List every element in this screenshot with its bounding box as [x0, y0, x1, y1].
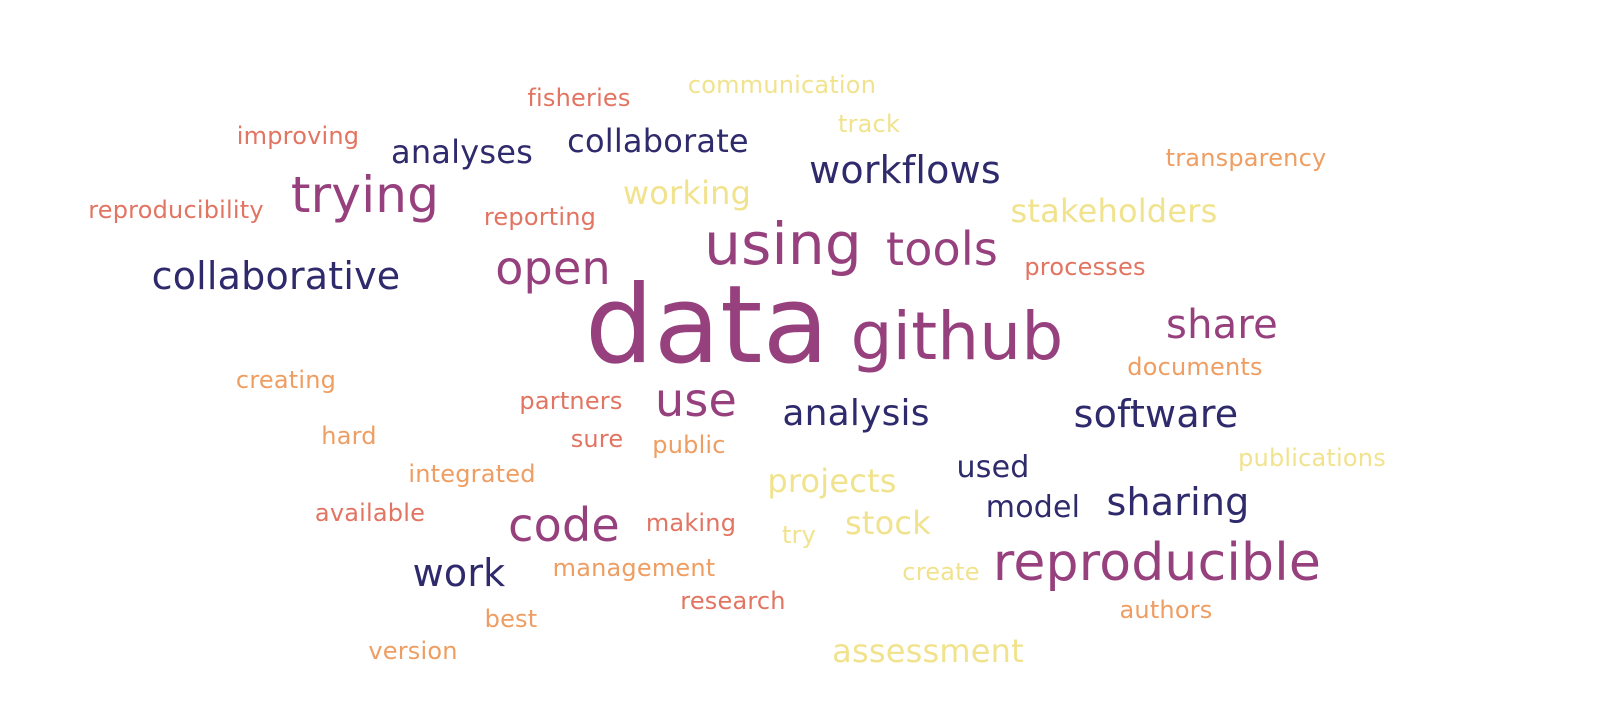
word-public: public	[652, 431, 726, 459]
word-trying: trying	[290, 166, 440, 224]
word-using: using	[704, 210, 862, 278]
word-share: share	[1166, 302, 1278, 348]
word-management: management	[552, 554, 716, 582]
word-transparency: transparency	[1165, 144, 1327, 172]
word-making: making	[645, 509, 737, 537]
word-create: create	[902, 558, 980, 586]
word-improving: improving	[236, 122, 360, 150]
word-reporting: reporting	[483, 203, 597, 231]
word-partners: partners	[519, 387, 623, 415]
word-communication: communication	[687, 71, 877, 99]
word-version: version	[368, 637, 458, 665]
word-track: track	[837, 110, 901, 138]
word-data: data	[584, 263, 830, 388]
word-work: work	[412, 551, 506, 595]
word-workflows: workflows	[809, 148, 1001, 192]
word-reproducible: reproducible	[992, 533, 1322, 593]
word-tools: tools	[885, 222, 999, 276]
word-sharing: sharing	[1106, 480, 1250, 524]
word-open: open	[495, 241, 611, 295]
word-code: code	[508, 498, 620, 552]
word-creating: creating	[235, 366, 337, 394]
word-try: try	[781, 521, 817, 549]
word-documents: documents	[1127, 353, 1263, 381]
word-stock: stock	[845, 504, 931, 542]
word-projects: projects	[767, 462, 897, 500]
word-analysis: analysis	[782, 393, 930, 434]
word-publications: publications	[1238, 444, 1386, 472]
word-working: working	[622, 174, 752, 212]
word-authors: authors	[1119, 596, 1213, 624]
word-collaborate: collaborate	[567, 122, 749, 160]
word-fisheries: fisheries	[527, 84, 631, 112]
word-available: available	[314, 499, 426, 527]
word-use: use	[654, 373, 738, 427]
word-used: used	[956, 450, 1030, 485]
word-reproducibility: reproducibility	[88, 196, 264, 224]
word-hard: hard	[321, 422, 377, 450]
word-software: software	[1073, 392, 1239, 436]
word-sure: sure	[570, 425, 624, 453]
word-assessment: assessment	[832, 632, 1024, 670]
word-github: github	[850, 298, 1064, 375]
word-model: model	[985, 490, 1081, 525]
word-analyses: analyses	[391, 133, 533, 171]
word-research: research	[680, 587, 786, 615]
word-processes: processes	[1024, 253, 1146, 281]
word-collaborative: collaborative	[151, 254, 401, 298]
word-integrated: integrated	[408, 460, 536, 488]
word-stakeholders: stakeholders	[1010, 192, 1218, 230]
word-best: best	[484, 605, 538, 633]
